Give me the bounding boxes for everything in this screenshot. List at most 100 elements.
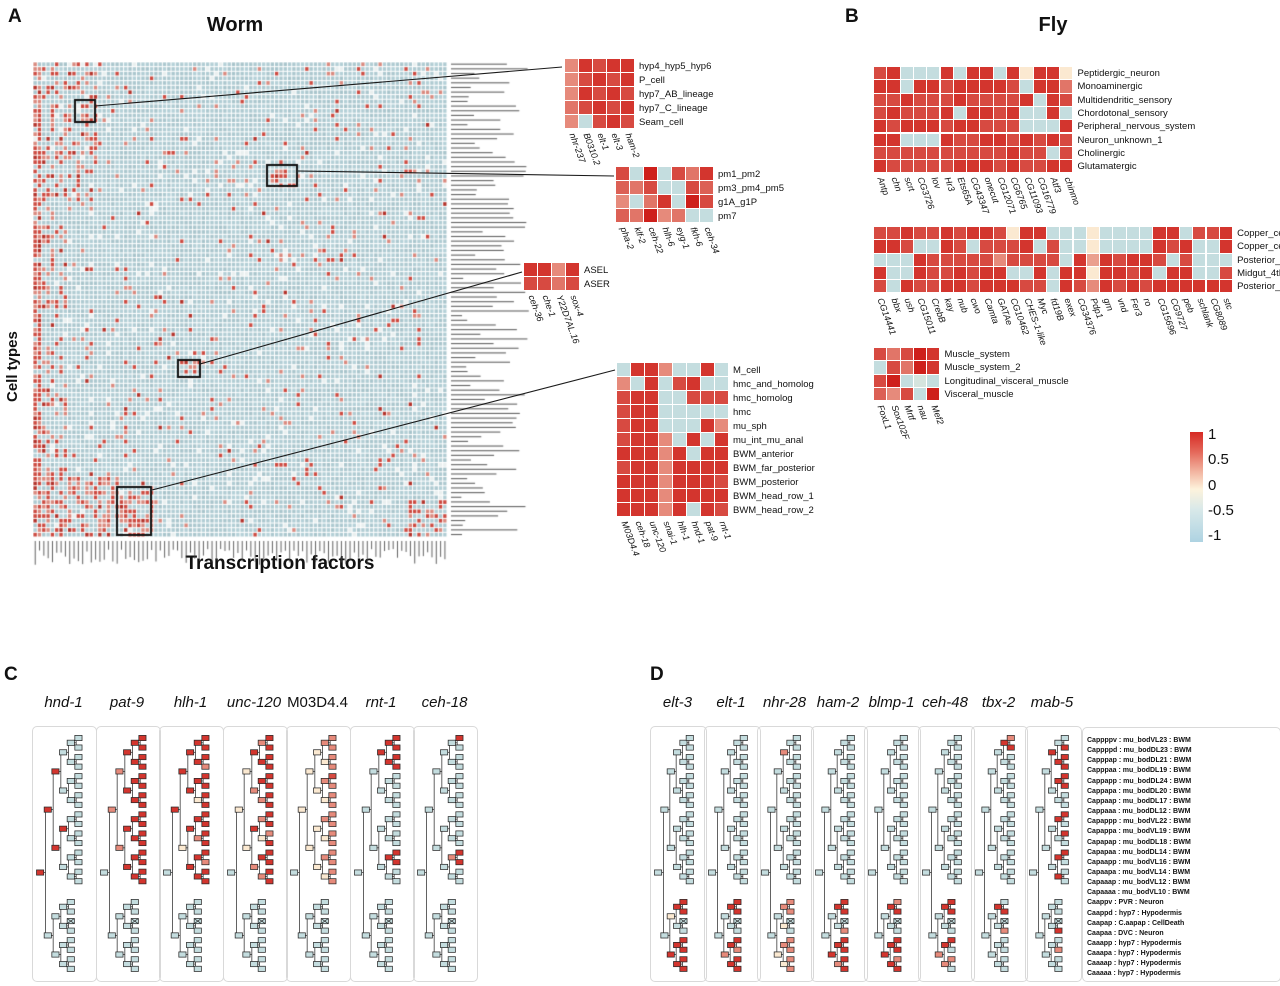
lineage-node-Capppp [193,739,202,746]
dendrogram-frame [703,726,761,982]
lineage-node-Capa [1041,844,1050,851]
heatmap-cell [887,93,900,106]
heatmap-col-label: grn [1102,296,1116,312]
heatmap-cell [980,133,993,146]
heatmap-cell [645,503,658,516]
lineage-node-Capapa [1053,835,1062,842]
lineage-node-Caaapa [946,946,955,953]
heatmap-cell [715,377,728,390]
lineage-leaf-label: Caappv : PVR : Neuron [1087,899,1164,907]
lineage-node-Caaa [51,951,60,958]
lineage-node-Cappaa [946,797,955,804]
heatmap-cell [953,120,967,133]
colorbar-gradient [1190,432,1203,542]
lineage-node-Cappaaa [846,801,855,808]
heatmap-cell [701,503,714,516]
lineage-leaf-label: Capappp : mu_bodVL22 : BWM [1087,818,1191,826]
lineage-node-Capapaa [455,840,464,847]
lineage-node-Caap [114,913,123,920]
heatmap-cell [887,146,900,160]
heatmap-cell [967,67,980,80]
lineage-node-Caaaap [66,956,75,963]
heatmap-row-label: Posterior_midgut_2 [1237,281,1280,293]
heatmap-cell [927,266,940,280]
heatmap-cell [687,475,700,488]
gene-label-elt-3: elt-3 [662,694,693,711]
celldeath-x-icon [257,918,266,924]
heatmap-cell [715,447,728,460]
lineage-node-Cappapa [899,782,908,789]
lineage-node-Capppa [1053,758,1062,765]
lineage-node-Capapp [1053,816,1062,823]
heatmap-cell [1179,227,1193,240]
lineage-node-Caaaap [193,956,202,963]
heatmap-cell [579,73,592,86]
lineage-node-Caaaaa [320,965,329,972]
lineage-node-Cappapp [953,773,962,780]
lineage-node-Caaapa [193,946,202,953]
lineage-node-Capa [827,844,836,851]
heatmap-cell [672,181,685,194]
lineage-node-Cappa [59,787,68,794]
lineage-node-Capaa [940,863,949,870]
gene-label-ceh-48: ceh-48 [922,694,968,711]
heatmap-cell [927,106,940,120]
lineage-node-Cappp [122,749,131,756]
heatmap-cell [659,503,672,516]
heatmap-cell [940,227,953,240]
lineage-node-Capaa [1047,863,1056,870]
lineage-node-Capaaaa [899,878,908,885]
heatmap-cell [617,489,630,502]
lineage-node-Capaaap [953,868,962,875]
heatmap-cell [967,146,980,160]
lineage-node-Capp [305,768,314,775]
heatmap-cell [1020,106,1033,120]
heatmap-cell [874,240,887,253]
heatmap-cell [1086,227,1100,240]
heatmap-cell [1033,266,1046,280]
lineage-node-Capppp [1000,739,1009,746]
lineage-node-Cappapp [264,773,273,780]
lineage-node-Capaaaa [685,878,694,885]
lineage-node-Capp [880,768,889,775]
lineage-node-Caap [241,913,250,920]
lineage-node-Caappv [447,899,456,905]
lineage-node-Capa [178,844,187,851]
heatmap-cell [565,87,578,100]
lineage-node-Caaapp [1000,937,1009,944]
lineage-node-Caaaa [940,961,949,968]
lineage-node-Capppaa [1060,763,1069,770]
heatmap-col-label: nau [915,403,931,422]
heatmap-cell [1007,227,1020,240]
heatmap-cell [1020,266,1033,280]
heatmap-cell [967,240,980,253]
lineage-node-Caapa [122,922,131,929]
heatmap-cell [700,181,713,194]
worm-title: Worm [206,14,264,36]
heatmap-cell [1046,67,1060,80]
lineage-node-Capppa [839,758,848,765]
heatmap-cell [673,503,686,516]
lineage-node-Capapa [1000,835,1009,842]
lineage-node-Caap [368,913,377,920]
lineage-node-Capa [432,844,441,851]
lineage-node-Capapp [1000,816,1009,823]
heatmap-cell [1060,67,1073,80]
heatmap-cell [993,93,1006,106]
lineage-node-Capaapa [328,859,337,866]
heatmap-cell [913,93,927,106]
heatmap-cell [1007,240,1020,253]
heatmap-col-label: ro [1141,296,1155,308]
lineage-node-Capap [1047,825,1056,832]
heatmap-cell [658,181,671,194]
heatmap-cell [1046,160,1060,173]
lineage-node-Cappa [887,787,896,794]
heatmap-row-label: P_cell [639,74,665,86]
celldeath-x-icon [733,918,741,924]
lineage-node-Cappapa [1060,782,1069,789]
lineage-node-Capapp [893,816,902,823]
heatmap-cell [1060,266,1073,280]
heatmap-cell [887,240,900,253]
lineage-node-Caaaaa [447,965,456,972]
heatmap-cell [1060,93,1073,106]
